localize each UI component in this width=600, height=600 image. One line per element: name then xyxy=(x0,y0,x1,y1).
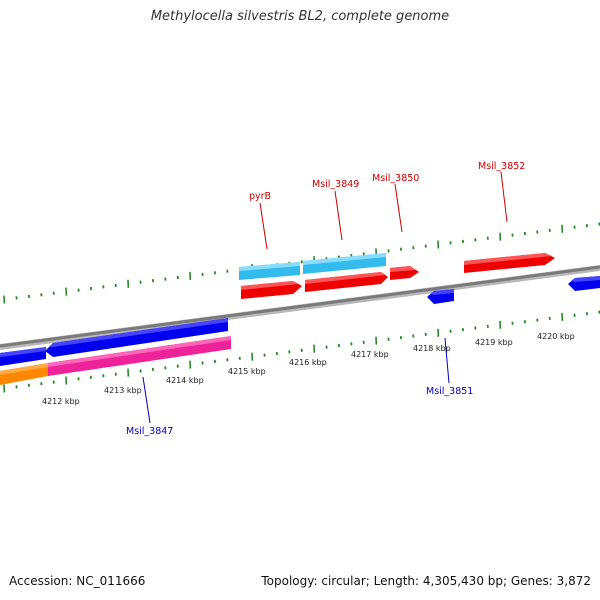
gene-label-Msil_3851[interactable]: Msil_3851 xyxy=(426,386,473,397)
feature-Msil_3849[interactable] xyxy=(305,272,388,292)
label-leaders xyxy=(142,171,508,424)
gene-label-pyrB[interactable]: pyrB xyxy=(249,191,271,202)
feature-Msil_3852[interactable] xyxy=(464,253,555,273)
feature-Msil_3850[interactable] xyxy=(390,266,419,280)
feature-blue-left[interactable] xyxy=(0,347,46,366)
tick-label-4220: 4220 kbp xyxy=(537,332,575,341)
genome-backbone xyxy=(0,265,600,350)
tick-label-4212: 4212 kbp xyxy=(42,397,80,406)
tick-label-4219: 4219 kbp xyxy=(475,338,513,347)
feature-blue-right[interactable] xyxy=(568,276,600,291)
feature-blue-long[interactable] xyxy=(45,318,228,357)
tick-label-4214: 4214 kbp xyxy=(166,376,204,385)
tick-label-4216: 4216 kbp xyxy=(289,358,327,367)
map-title: Methylocella silvestris BL2, complete ge… xyxy=(150,9,450,24)
tick-label-4217: 4217 kbp xyxy=(351,350,389,359)
reverse-tick-track xyxy=(3,310,600,393)
gene-label-Msil_3847[interactable]: Msil_3847 xyxy=(126,426,173,437)
gene-label-Msil_3849[interactable]: Msil_3849 xyxy=(312,179,359,190)
feature-cyan-2[interactable] xyxy=(303,253,386,274)
feature-pyrB[interactable] xyxy=(241,281,302,299)
gene-label-Msil_3850[interactable]: Msil_3850 xyxy=(372,173,419,184)
feature-cyan-1[interactable] xyxy=(239,262,300,280)
tick-label-4215: 4215 kbp xyxy=(228,367,266,376)
feature-Msil_3851[interactable] xyxy=(427,289,454,304)
tick-label-4218: 4218 kbp xyxy=(413,344,451,353)
feature-orange[interactable] xyxy=(0,363,48,385)
genome-summary-text: Topology: circular; Length: 4,305,430 bp… xyxy=(261,574,591,588)
feature-Msil_3847[interactable] xyxy=(48,336,231,376)
accession-text: Accession: NC_011666 xyxy=(9,574,146,588)
tick-label-4213: 4213 kbp xyxy=(104,386,142,395)
gene-label-Msil_3852[interactable]: Msil_3852 xyxy=(478,161,525,172)
